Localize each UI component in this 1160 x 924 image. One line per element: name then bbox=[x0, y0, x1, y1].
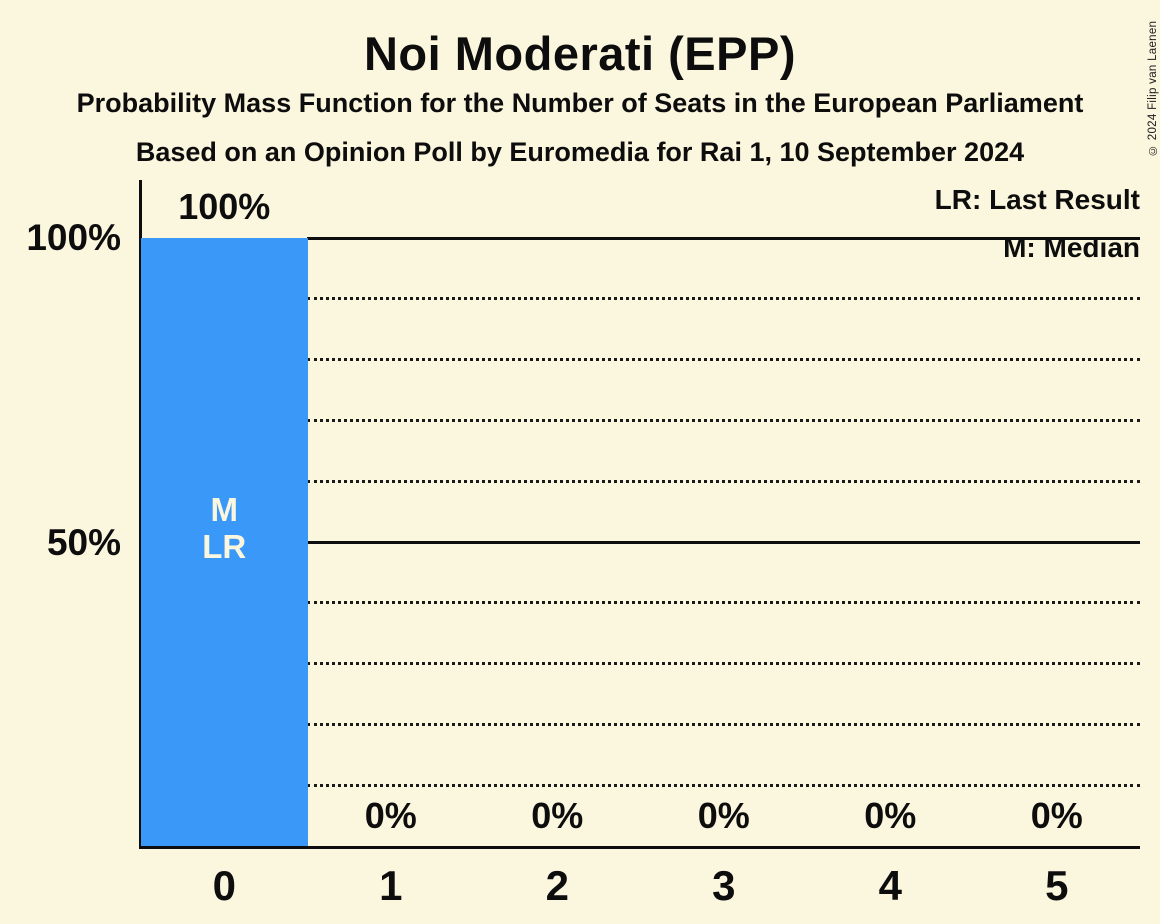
gridline-40 bbox=[307, 601, 1140, 605]
x-tick-label-5: 5 bbox=[1045, 862, 1069, 909]
gridline-30 bbox=[307, 662, 1140, 666]
gridline-10 bbox=[307, 783, 1140, 787]
bar-value-label-4: 0% bbox=[864, 795, 917, 836]
chart-subtitle-source: Based on an Opinion Poll by Euromedia fo… bbox=[135, 137, 1025, 167]
bar-annotation-line: LR bbox=[202, 528, 247, 565]
x-tick-label-0: 0 bbox=[212, 862, 236, 909]
y-axis-label-100: 100% bbox=[26, 217, 121, 258]
bar-annotation-median-lr: M LR bbox=[144, 491, 304, 565]
x-tick-label-2: 2 bbox=[545, 862, 569, 909]
x-tick-label-3: 3 bbox=[712, 862, 736, 909]
bar-value-label-5: 0% bbox=[1030, 795, 1083, 836]
gridline-20 bbox=[307, 722, 1140, 726]
bar-seats-0 bbox=[141, 238, 308, 846]
gridline-90 bbox=[307, 297, 1140, 301]
gridline-100 bbox=[307, 236, 1140, 240]
x-tick-label-4: 4 bbox=[878, 862, 902, 909]
bar-annotation-line: M bbox=[210, 491, 239, 528]
bar-value-label-0: 100% bbox=[178, 186, 271, 227]
gridline-80 bbox=[307, 358, 1140, 362]
y-axis-line bbox=[139, 180, 142, 849]
gridline-50 bbox=[307, 540, 1140, 544]
legend-last-result: LR: Last Result bbox=[934, 184, 1140, 215]
chart-subtitle: Probability Mass Function for the Number… bbox=[76, 88, 1084, 118]
chart-title: Noi Moderati (EPP) bbox=[363, 27, 797, 80]
gridline-70 bbox=[307, 418, 1140, 422]
bar-value-label-3: 0% bbox=[697, 795, 750, 836]
copyright-notice: © 2024 Filip van Laenen bbox=[1147, 20, 1159, 156]
bar-value-label-2: 0% bbox=[531, 795, 584, 836]
y-axis-label-50: 50% bbox=[46, 522, 121, 563]
bar-value-label-1: 0% bbox=[364, 795, 417, 836]
x-tick-label-1: 1 bbox=[379, 862, 403, 909]
gridline-60 bbox=[307, 479, 1140, 483]
x-axis-line bbox=[139, 846, 1140, 849]
